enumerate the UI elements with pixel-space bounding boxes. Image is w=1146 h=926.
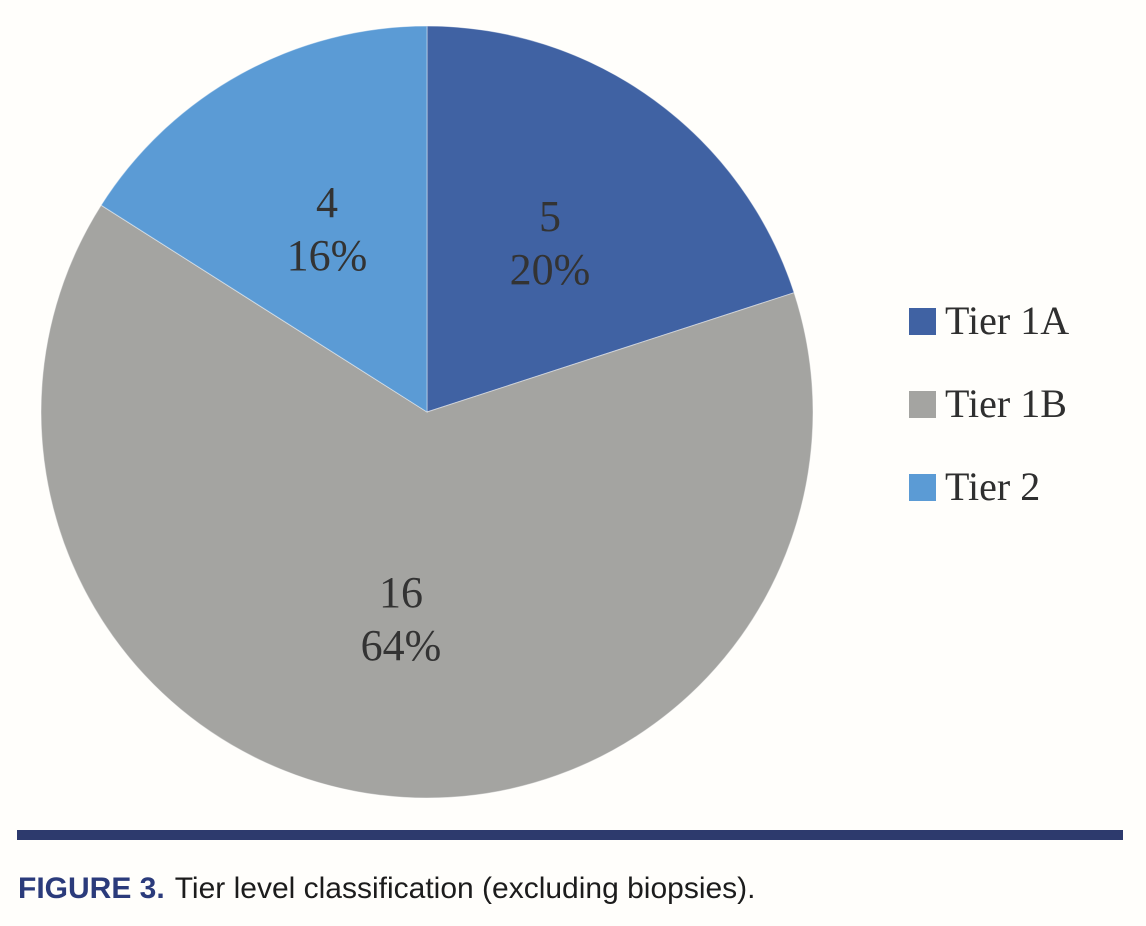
slice-percent-label-tier-2: 16% [287, 231, 368, 280]
slice-percent-label-tier-1b: 64% [361, 621, 442, 670]
figure-caption: FIGURE 3. Tier level classification (excl… [18, 872, 756, 906]
legend-swatch-tier-2 [909, 473, 936, 501]
legend-swatch-tier-1a [909, 307, 936, 335]
legend-item-tier-1b: Tier 1B [909, 376, 1069, 432]
legend-label-tier-1a: Tier 1A [945, 298, 1070, 343]
pie-slice-tier-1a [426, 25, 795, 413]
legend-item-tier-1a: Tier 1A [909, 293, 1069, 349]
slice-value-label-tier-1a: 5 [539, 192, 561, 241]
slice-percent-label-tier-1a: 20% [510, 245, 591, 294]
figure-caption-text: Tier level classification (excluding bio… [174, 872, 756, 905]
slice-value-label-tier-2: 4 [316, 178, 338, 227]
pie-legend: Tier 1A Tier 1B Tier 2 [909, 293, 1069, 515]
slice-value-label-tier-1b: 16 [379, 568, 423, 617]
legend-label-tier-2: Tier 2 [945, 464, 1041, 509]
legend-swatch-tier-1b [909, 390, 936, 418]
pie-slice-tier-1b [40, 204, 814, 799]
legend-item-tier-2: Tier 2 [909, 459, 1069, 515]
caption-divider-rule [17, 830, 1123, 840]
pie-slice-tier-2 [100, 25, 428, 413]
figure-caption-label: FIGURE 3. [18, 872, 165, 905]
legend-label-tier-1b: Tier 1B [945, 381, 1067, 426]
